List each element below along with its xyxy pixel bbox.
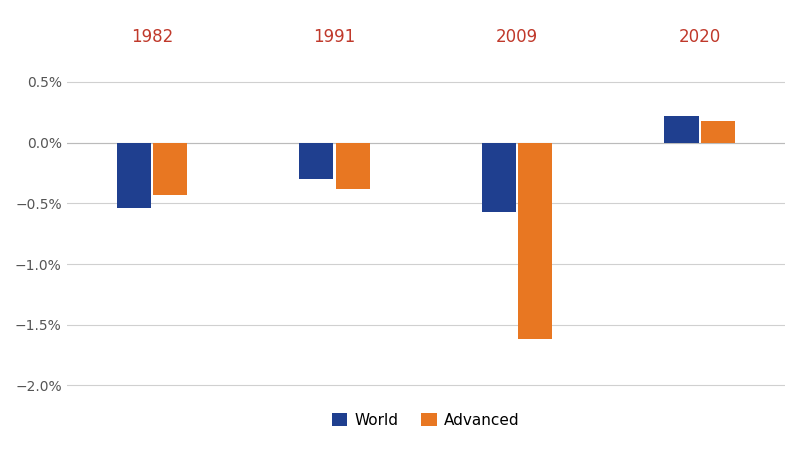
Text: 1982: 1982: [130, 28, 173, 46]
Text: 1991: 1991: [314, 28, 356, 46]
Bar: [665, 116, 698, 143]
Bar: [299, 143, 334, 179]
Bar: [482, 143, 516, 212]
Bar: [701, 121, 735, 143]
Text: 2020: 2020: [678, 28, 721, 46]
Bar: [336, 143, 370, 189]
Bar: [117, 143, 150, 208]
Bar: [153, 143, 187, 195]
Bar: [518, 143, 553, 339]
Text: 2009: 2009: [496, 28, 538, 46]
Legend: World, Advanced: World, Advanced: [326, 407, 526, 434]
